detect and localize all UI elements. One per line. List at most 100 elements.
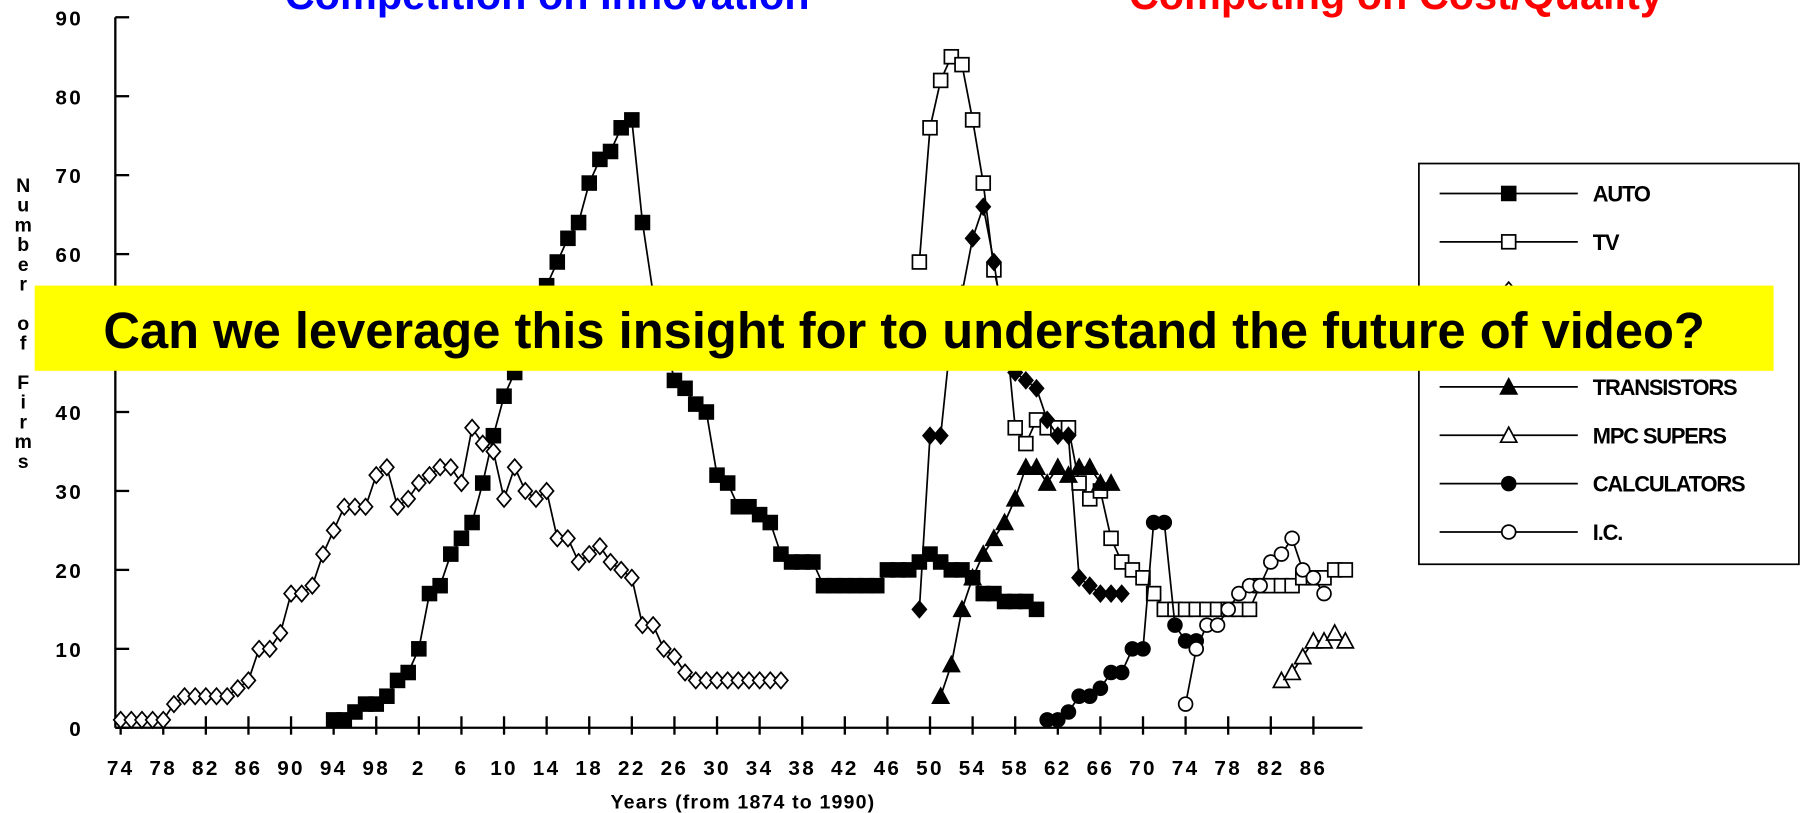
marker — [1028, 378, 1045, 398]
marker — [677, 380, 693, 397]
marker — [698, 671, 715, 690]
marker — [931, 686, 951, 704]
y-tick-label: 80 — [55, 86, 83, 109]
marker — [496, 388, 512, 404]
y-tick-label: 30 — [55, 481, 83, 504]
marker — [1101, 473, 1121, 491]
marker — [1156, 514, 1173, 531]
marker — [655, 639, 672, 659]
x-tick-label: 54 — [959, 757, 987, 780]
marker — [432, 577, 448, 594]
marker — [389, 497, 406, 517]
marker — [1049, 426, 1066, 446]
marker — [453, 530, 470, 547]
x-tick-label: 18 — [575, 757, 603, 780]
x-tick-label: 74 — [1172, 757, 1200, 780]
plot-area: 0102030405060708090747882869094982610141… — [55, 7, 1355, 780]
banner — [34, 285, 1774, 371]
x-tick-label: 86 — [235, 757, 263, 780]
marker — [719, 475, 736, 491]
marker — [1103, 584, 1120, 603]
marker — [346, 497, 363, 517]
marker — [740, 671, 758, 690]
legend-label: TV — [1593, 230, 1620, 255]
series-line — [333, 118, 1038, 721]
marker — [932, 72, 949, 89]
marker — [954, 56, 970, 73]
legend-label: TRANSISTORS — [1593, 375, 1737, 400]
marker — [1177, 696, 1194, 712]
marker — [1005, 488, 1025, 507]
y-tick-label: 20 — [55, 560, 83, 583]
marker — [197, 686, 214, 706]
marker — [1500, 475, 1517, 492]
marker — [1500, 185, 1517, 202]
marker — [973, 544, 993, 562]
marker — [549, 254, 566, 270]
marker — [964, 228, 981, 248]
marker — [1113, 664, 1130, 681]
marker — [1081, 688, 1098, 704]
y-axis-label: Number of Firms — [12, 175, 34, 470]
marker — [219, 686, 236, 706]
x-tick-label: 10 — [490, 757, 518, 780]
marker — [1050, 712, 1066, 728]
marker — [1231, 585, 1247, 602]
y-tick-label: 40 — [55, 402, 83, 425]
marker — [1027, 457, 1047, 476]
x-tick-label: 6 — [455, 757, 469, 780]
marker — [379, 688, 395, 704]
marker — [581, 544, 598, 564]
x-tick-label: 50 — [916, 757, 944, 780]
marker — [1135, 570, 1151, 586]
marker — [964, 112, 981, 128]
chart-subtitle: Competing on Cost/Quality — [1129, 0, 1663, 18]
marker — [1273, 546, 1290, 562]
x-tick-label: 14 — [533, 757, 561, 780]
marker — [453, 473, 470, 493]
x-tick-label: 34 — [746, 757, 774, 780]
marker — [602, 143, 619, 160]
marker — [1316, 585, 1332, 602]
x-tick-label: 66 — [1087, 757, 1115, 780]
legend-label: MPC SUPERS — [1593, 423, 1727, 448]
marker — [240, 671, 257, 690]
marker — [975, 197, 992, 217]
marker — [133, 710, 151, 730]
marker — [378, 457, 395, 477]
marker — [325, 521, 342, 540]
marker — [357, 497, 374, 517]
marker — [623, 568, 640, 588]
marker — [261, 639, 278, 659]
x-tick-label: 26 — [661, 757, 689, 780]
marker — [1135, 641, 1151, 657]
banner-text: Can we leverage this insight for to unde… — [103, 302, 1704, 359]
legend-label: I.C. — [1593, 520, 1622, 545]
marker — [304, 576, 321, 596]
marker — [1294, 562, 1311, 578]
x-tick-label: 62 — [1044, 757, 1072, 780]
marker — [485, 427, 502, 444]
marker — [1500, 524, 1517, 540]
marker — [517, 481, 534, 501]
y-tick-label: 10 — [55, 639, 83, 662]
marker — [570, 214, 587, 231]
legend-label: AUTO — [1593, 182, 1651, 207]
marker — [708, 671, 726, 690]
marker — [112, 710, 129, 730]
x-tick-label: 90 — [277, 757, 305, 780]
marker — [985, 252, 1002, 272]
marker — [581, 175, 598, 191]
marker — [1252, 577, 1268, 594]
marker — [1167, 617, 1183, 633]
x-tick-label: 22 — [618, 757, 646, 780]
x-tick-label: 74 — [107, 757, 135, 780]
y-tick-label: 60 — [55, 244, 83, 267]
marker — [984, 528, 1004, 547]
legend-label: CALCULATORS — [1593, 472, 1745, 497]
marker — [602, 552, 619, 572]
marker — [187, 686, 204, 706]
marker — [1060, 704, 1077, 720]
marker — [911, 599, 928, 619]
